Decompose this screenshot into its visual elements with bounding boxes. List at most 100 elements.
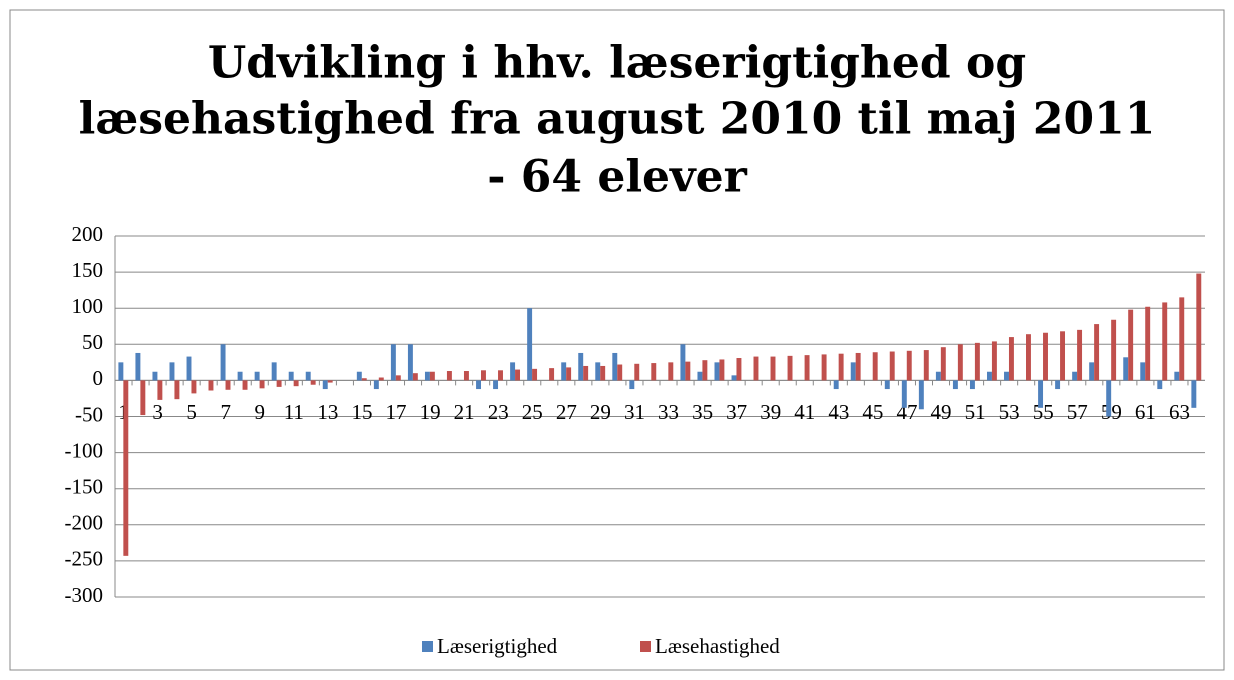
bar (429, 371, 435, 381)
bar (356, 371, 362, 381)
bar (254, 371, 260, 381)
bar (242, 380, 248, 390)
bar (1196, 273, 1202, 381)
y-tick-label: 200 (72, 222, 104, 246)
chart-frame (9, 9, 1225, 671)
bar (412, 373, 418, 381)
bar (361, 378, 367, 381)
x-tick-label: 33 (658, 400, 679, 424)
bar (493, 380, 499, 390)
x-tick-label: 43 (828, 400, 849, 424)
bar (731, 375, 737, 381)
bar (186, 356, 192, 381)
bar (293, 380, 299, 387)
x-tick-label: 53 (999, 400, 1020, 424)
bar (583, 365, 589, 381)
bar (935, 371, 941, 381)
bar (952, 380, 958, 390)
bar (276, 380, 282, 387)
bar (1072, 371, 1078, 381)
bar (310, 380, 316, 385)
x-tick-label: 49 (931, 400, 952, 424)
bar (612, 352, 618, 381)
y-tick-label: -100 (65, 438, 104, 462)
bar (940, 347, 946, 381)
x-tick-label: 3 (152, 400, 163, 424)
bar (833, 380, 839, 390)
bar (923, 350, 929, 381)
x-tick-label: 5 (186, 400, 197, 424)
bar (407, 344, 413, 381)
bar (527, 308, 533, 381)
y-tick-label: 100 (72, 294, 104, 318)
y-tick-label: -50 (75, 402, 103, 426)
x-tick-label: 13 (317, 400, 338, 424)
x-tick-label: 27 (556, 400, 577, 424)
bar (476, 380, 482, 390)
bar (991, 341, 997, 381)
y-tick-label: -300 (65, 583, 104, 607)
bar (271, 362, 277, 381)
bar (884, 380, 890, 390)
bar (152, 371, 158, 381)
bar (753, 356, 759, 381)
bar (463, 371, 469, 381)
y-tick-label: -200 (65, 511, 104, 535)
chart-title: læsehastighed fra august 2010 til maj 20… (79, 94, 1156, 145)
bar (566, 367, 572, 381)
bar (259, 380, 265, 389)
bar (481, 370, 486, 381)
bar (804, 355, 810, 381)
bar (1004, 371, 1009, 381)
x-tick-label: 35 (692, 400, 713, 424)
bar (974, 342, 980, 381)
bar (668, 362, 674, 381)
bar (680, 344, 686, 381)
bar (1008, 337, 1014, 381)
bar (208, 380, 214, 391)
legend-swatch (640, 641, 651, 652)
bar (532, 368, 538, 381)
x-tick-label: 63 (1169, 400, 1190, 424)
y-tick-label: -250 (65, 547, 104, 571)
bar (123, 380, 129, 556)
bar (1026, 334, 1031, 381)
bar (714, 362, 720, 381)
x-tick-label: 37 (726, 400, 747, 424)
bar (1043, 332, 1048, 381)
bar (987, 371, 992, 381)
x-tick-label: 41 (794, 400, 815, 424)
bar (850, 362, 856, 381)
bar (1055, 380, 1061, 390)
bar (651, 363, 657, 381)
bar (1157, 380, 1163, 390)
bar (872, 352, 878, 381)
y-tick-label: 0 (93, 366, 104, 390)
bar (969, 380, 975, 390)
bar (510, 362, 516, 381)
bar (600, 365, 606, 381)
x-tick-label: 25 (522, 400, 543, 424)
bar (225, 380, 231, 390)
x-tick-label: 23 (488, 400, 509, 424)
bar (157, 380, 163, 400)
bar (578, 352, 584, 381)
bar (1038, 380, 1044, 408)
bar (697, 371, 703, 381)
bar (1191, 380, 1197, 408)
bar (787, 355, 793, 381)
x-tick-label: 15 (351, 400, 372, 424)
bar (1145, 306, 1151, 381)
bar (390, 344, 396, 381)
bar (327, 380, 333, 383)
bar (220, 344, 226, 381)
bar (288, 371, 294, 381)
x-tick-label: 51 (965, 400, 986, 424)
bar (901, 380, 907, 408)
x-tick-label: 21 (454, 400, 475, 424)
bar (1140, 362, 1146, 381)
bar (1162, 302, 1168, 381)
bar (736, 358, 742, 381)
